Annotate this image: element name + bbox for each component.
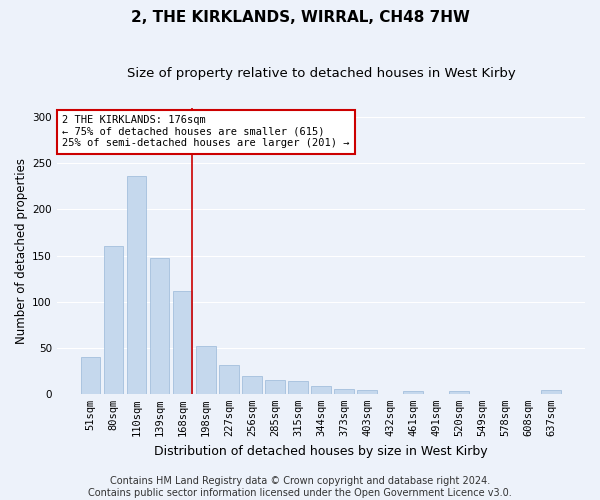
Bar [173, 292, 193, 394]
Bar [219, 365, 239, 394]
Bar [196, 346, 215, 394]
Bar [403, 391, 423, 394]
Bar [357, 390, 377, 394]
Text: 2 THE KIRKLANDS: 176sqm
← 75% of detached houses are smaller (615)
25% of semi-d: 2 THE KIRKLANDS: 176sqm ← 75% of detache… [62, 115, 350, 148]
Text: 2, THE KIRKLANDS, WIRRAL, CH48 7HW: 2, THE KIRKLANDS, WIRRAL, CH48 7HW [131, 10, 469, 25]
Bar [150, 258, 169, 394]
Bar [242, 376, 262, 394]
Bar [265, 380, 284, 394]
Bar [81, 357, 100, 394]
Title: Size of property relative to detached houses in West Kirby: Size of property relative to detached ho… [127, 68, 515, 80]
Bar [311, 386, 331, 394]
Bar [449, 391, 469, 394]
Bar [127, 176, 146, 394]
X-axis label: Distribution of detached houses by size in West Kirby: Distribution of detached houses by size … [154, 444, 488, 458]
Bar [334, 389, 354, 394]
Text: Contains HM Land Registry data © Crown copyright and database right 2024.
Contai: Contains HM Land Registry data © Crown c… [88, 476, 512, 498]
Bar [288, 381, 308, 394]
Bar [541, 390, 561, 394]
Y-axis label: Number of detached properties: Number of detached properties [15, 158, 28, 344]
Bar [104, 246, 124, 394]
